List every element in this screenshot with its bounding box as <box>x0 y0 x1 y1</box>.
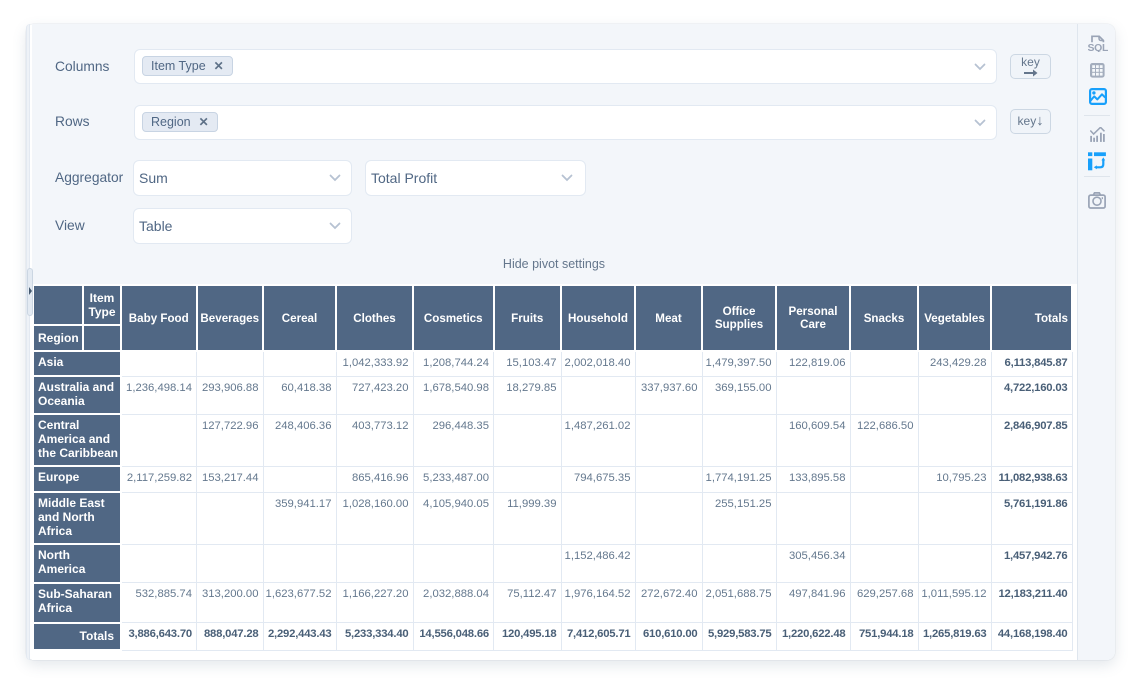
svg-text:SQL: SQL <box>1088 42 1108 52</box>
